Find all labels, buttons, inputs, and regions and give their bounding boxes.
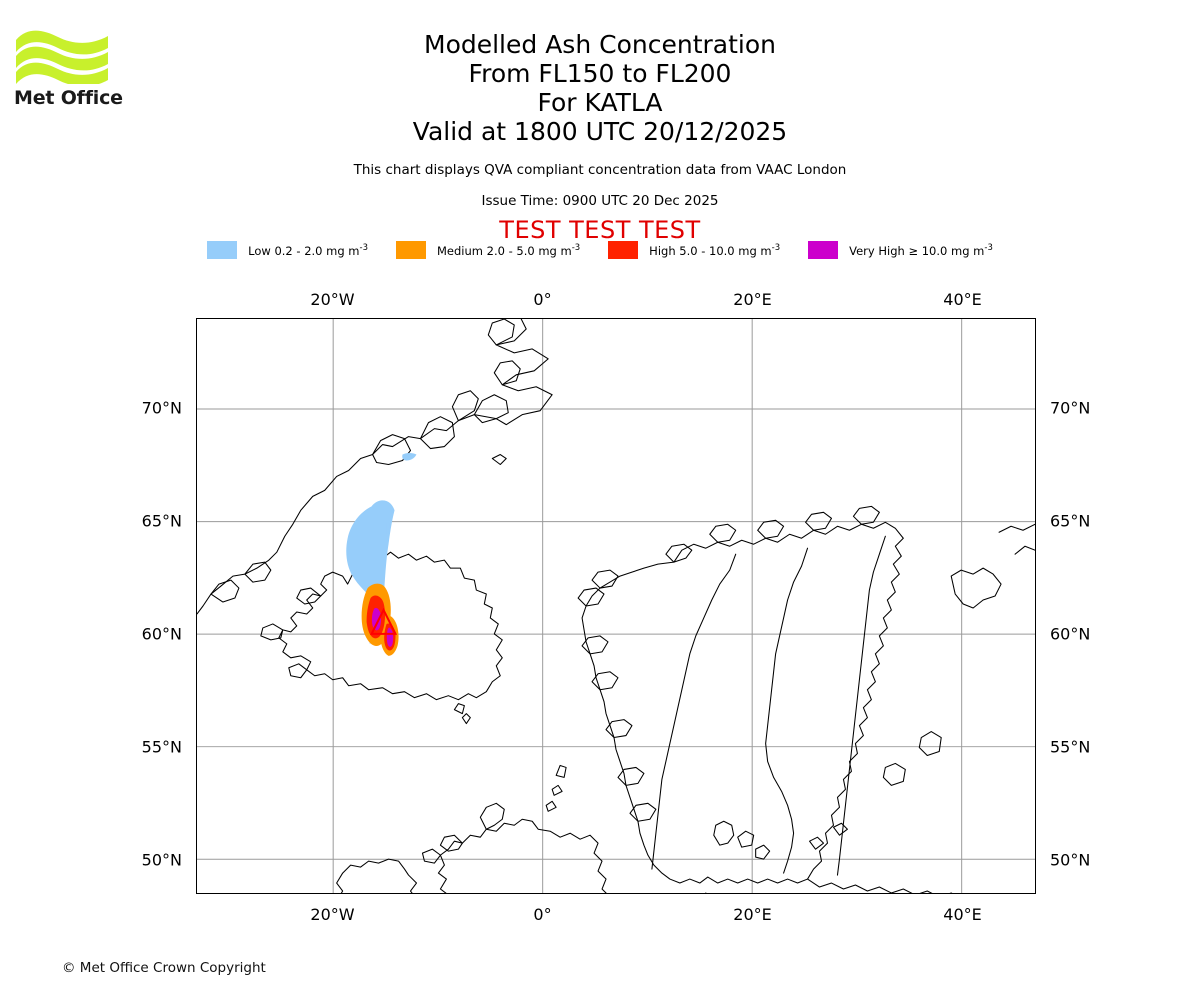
lat-tick-label-left-2: 60°N	[141, 624, 182, 644]
test-banner: TEST TEST TEST	[499, 216, 701, 244]
legend-item-very-high: Very High ≥ 10.0 mg m-3	[808, 241, 993, 259]
ash-contour-low-fragment-2	[386, 522, 390, 535]
lat-tick-label-right-3: 55°N	[1050, 737, 1091, 757]
lat-tick-label-left-4: 50°N	[141, 850, 182, 870]
concentration-legend: Low 0.2 - 2.0 mg m-3 Medium 2.0 - 5.0 mg …	[0, 241, 1200, 259]
ash-contour-very-high-2	[386, 627, 394, 647]
lat-tick-label-left-0: 70°N	[141, 398, 182, 418]
volcano-marker-katla[interactable]	[369, 607, 398, 635]
lon-tick-label-top-0: 20°W	[310, 290, 355, 309]
lon-tick-label-top-2: 20°E	[733, 290, 772, 309]
lon-tick-label-bot-2: 20°E	[733, 905, 772, 924]
valid-time: Valid at 1800 UTC 20/12/2025	[412, 117, 788, 146]
issue-time: Issue Time: 0900 UTC 20 Dec 2025	[481, 193, 719, 209]
ash-plume-layer	[346, 453, 417, 656]
graticule-gridlines	[197, 319, 1035, 893]
copyright-footer: © Met Office Crown Copyright	[62, 960, 266, 976]
map-canvas	[197, 319, 1035, 893]
map-container: 20°W 20°W 0° 0° 20°E 20°E 40°E 40°E 70°N 70°N 65°N…	[142, 290, 1091, 924]
legend-item-high: High 5.0 - 10.0 mg m-3	[608, 241, 780, 259]
lat-tick-label-left-1: 65°N	[141, 511, 182, 531]
legend-label-high: High 5.0 - 10.0 mg m-3	[649, 242, 781, 258]
legend-label-medium: Medium 2.0 - 5.0 mg m-3	[436, 242, 581, 258]
legend-label-very-high: Very High ≥ 10.0 mg m-3	[849, 242, 993, 258]
met-office-wave-mark	[16, 30, 108, 84]
lon-tick-label-bot-0: 20°W	[310, 905, 355, 924]
ash-contour-low-fragment-1	[402, 453, 417, 461]
lat-tick-label-right-2: 60°N	[1050, 624, 1091, 644]
ash-contour-very-high	[371, 607, 382, 631]
lat-tick-label-right-0: 70°N	[1050, 398, 1091, 418]
legend-swatch-high	[608, 241, 639, 259]
page-title: Modelled Ash Concentration	[424, 30, 776, 59]
lat-tick-label-right-1: 65°N	[1050, 511, 1091, 531]
legend-item-medium: Medium 2.0 - 5.0 mg m-3	[395, 241, 581, 259]
lon-tick-label-top-1: 0°	[533, 290, 552, 309]
met-office-logo-text: Met Office	[14, 87, 123, 109]
legend-swatch-very-high	[808, 241, 839, 259]
lon-tick-label-bot-1: 0°	[533, 905, 552, 924]
lat-tick-label-right-4: 50°N	[1050, 850, 1091, 870]
coastline-layer	[197, 319, 1035, 893]
legend-swatch-low	[207, 241, 238, 259]
met-office-logo: Met Office	[14, 28, 124, 114]
legend-swatch-medium	[395, 241, 426, 259]
chart-header: Modelled Ash Concentration From FL150 to…	[0, 0, 1200, 244]
lon-tick-label-top-3: 40°E	[943, 290, 982, 309]
lat-tick-label-left-3: 55°N	[141, 737, 182, 757]
lon-tick-label-bot-3: 40°E	[943, 905, 982, 924]
source-note: This chart displays QVA compliant concen…	[353, 162, 847, 178]
legend-item-low: Low 0.2 - 2.0 mg m-3	[207, 241, 368, 259]
map-frame	[196, 318, 1036, 894]
legend-label-low: Low 0.2 - 2.0 mg m-3	[248, 242, 368, 258]
flight-level-range: From FL150 to FL200	[468, 59, 732, 88]
volcano-name: For KATLA	[537, 88, 663, 117]
